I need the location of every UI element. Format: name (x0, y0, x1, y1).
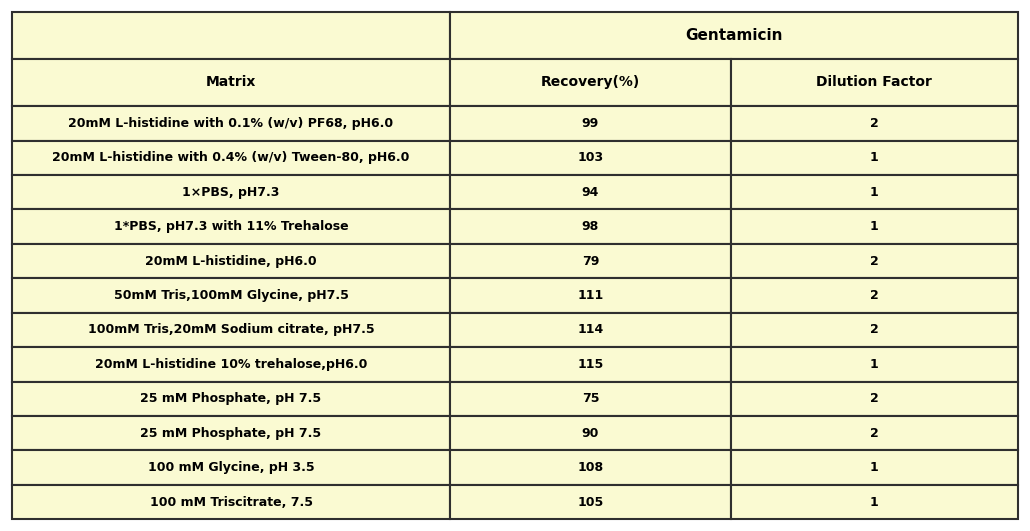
Text: 75: 75 (582, 392, 599, 405)
Text: 115: 115 (577, 358, 604, 371)
Text: 90: 90 (582, 427, 599, 440)
Bar (12, 141, 450, 175)
Bar (731, 209, 1018, 244)
Bar (450, 278, 731, 313)
Bar (12, 59, 450, 106)
Bar (731, 106, 1018, 141)
Text: 100mM Tris,20mM Sodium citrate, pH7.5: 100mM Tris,20mM Sodium citrate, pH7.5 (88, 323, 374, 337)
Bar (12, 106, 450, 141)
Bar (450, 416, 731, 450)
Bar (12, 175, 450, 209)
Bar (12, 209, 450, 244)
Bar (12, 382, 450, 416)
Text: 1: 1 (870, 186, 879, 199)
Bar (731, 313, 1018, 347)
Text: 2: 2 (870, 254, 879, 268)
Text: Matrix: Matrix (206, 75, 256, 90)
Bar (450, 485, 731, 519)
Text: 103: 103 (578, 151, 604, 164)
Bar (450, 106, 731, 141)
Text: 2: 2 (870, 427, 879, 440)
Text: 111: 111 (577, 289, 604, 302)
Bar (731, 244, 1018, 278)
Bar (731, 59, 1018, 106)
Text: 20mM L-histidine 10% trehalose,pH6.0: 20mM L-histidine 10% trehalose,pH6.0 (95, 358, 368, 371)
Bar (12, 347, 450, 382)
Text: 108: 108 (578, 461, 604, 474)
Text: 1: 1 (870, 358, 879, 371)
Text: 25 mM Phosphate, pH 7.5: 25 mM Phosphate, pH 7.5 (140, 392, 321, 405)
Bar (450, 450, 731, 485)
Bar (12, 244, 450, 278)
Bar (731, 450, 1018, 485)
Text: 20mM L-histidine with 0.4% (w/v) Tween-80, pH6.0: 20mM L-histidine with 0.4% (w/v) Tween-8… (53, 151, 410, 164)
Text: 1*PBS, pH7.3 with 11% Trehalose: 1*PBS, pH7.3 with 11% Trehalose (113, 220, 348, 233)
Text: 1: 1 (870, 461, 879, 474)
Bar (450, 12, 1018, 59)
Text: 20mM L-histidine with 0.1% (w/v) PF68, pH6.0: 20mM L-histidine with 0.1% (w/v) PF68, p… (68, 117, 393, 130)
Text: 99: 99 (582, 117, 599, 130)
Text: 105: 105 (577, 495, 604, 509)
Text: 25 mM Phosphate, pH 7.5: 25 mM Phosphate, pH 7.5 (140, 427, 321, 440)
Text: 79: 79 (582, 254, 599, 268)
Text: 20mM L-histidine, pH6.0: 20mM L-histidine, pH6.0 (145, 254, 317, 268)
Text: 1: 1 (870, 220, 879, 233)
Bar (450, 382, 731, 416)
Bar (12, 313, 450, 347)
Text: 100 mM Triscitrate, 7.5: 100 mM Triscitrate, 7.5 (149, 495, 312, 509)
Bar (450, 141, 731, 175)
Bar (731, 416, 1018, 450)
Bar (12, 450, 450, 485)
Bar (450, 244, 731, 278)
Text: 2: 2 (870, 289, 879, 302)
Text: 98: 98 (582, 220, 599, 233)
Text: 1: 1 (870, 495, 879, 509)
Bar (450, 175, 731, 209)
Bar (731, 278, 1018, 313)
Bar (731, 485, 1018, 519)
Bar (450, 209, 731, 244)
Bar (731, 175, 1018, 209)
Bar (450, 347, 731, 382)
Text: 50mM Tris,100mM Glycine, pH7.5: 50mM Tris,100mM Glycine, pH7.5 (113, 289, 348, 302)
Text: Recovery(%): Recovery(%) (541, 75, 640, 90)
Text: 114: 114 (577, 323, 604, 337)
Bar (731, 347, 1018, 382)
Text: Gentamicin: Gentamicin (685, 28, 783, 43)
Bar (12, 416, 450, 450)
Bar (450, 59, 731, 106)
Bar (12, 12, 450, 59)
Bar (731, 382, 1018, 416)
Text: 2: 2 (870, 117, 879, 130)
Bar (12, 278, 450, 313)
Text: 100 mM Glycine, pH 3.5: 100 mM Glycine, pH 3.5 (147, 461, 314, 474)
Bar (450, 313, 731, 347)
Text: 94: 94 (582, 186, 599, 199)
Text: 2: 2 (870, 323, 879, 337)
Bar (731, 141, 1018, 175)
Bar (12, 485, 450, 519)
Text: Dilution Factor: Dilution Factor (817, 75, 932, 90)
Text: 1×PBS, pH7.3: 1×PBS, pH7.3 (182, 186, 280, 199)
Text: 2: 2 (870, 392, 879, 405)
Text: 1: 1 (870, 151, 879, 164)
